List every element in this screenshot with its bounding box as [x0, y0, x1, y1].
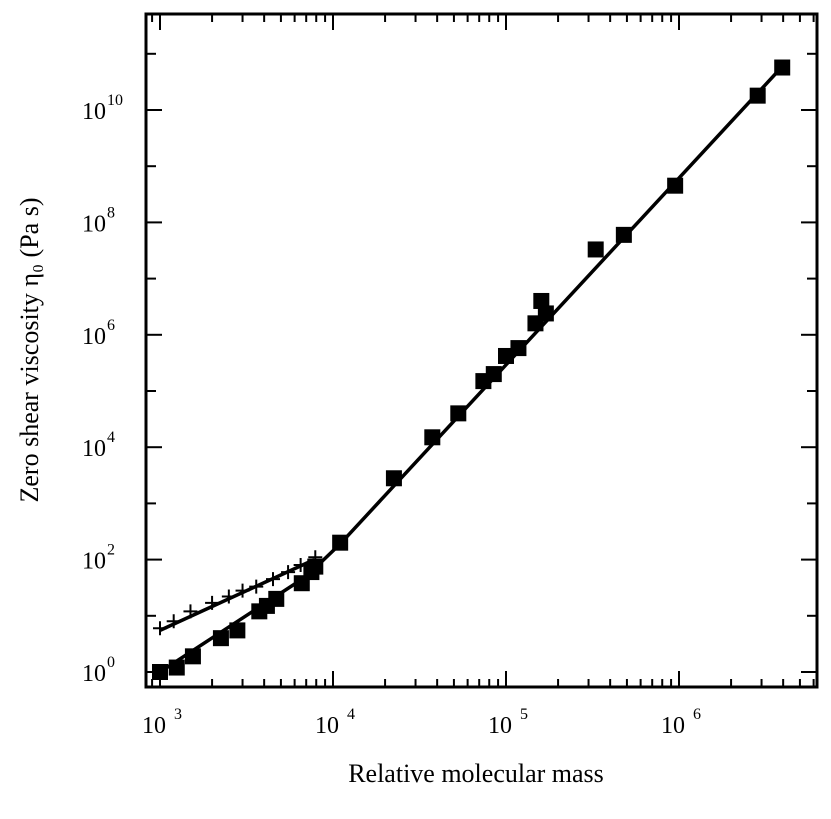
y-tick-label: 10: [82, 99, 106, 125]
y-axis-title: Zero shear viscosity η₀ (Pa s): [15, 198, 44, 503]
y-tick-label-exponent: 0: [107, 654, 115, 671]
axis-ticks: [146, 14, 817, 687]
plus-marker: [221, 589, 236, 604]
y-tick-label-exponent: 6: [107, 317, 115, 334]
y-tick-label-exponent: 4: [107, 429, 115, 446]
plus-marker: [293, 558, 308, 573]
plus-marker: [166, 614, 181, 629]
x-tick-label-exponent: 6: [693, 706, 701, 723]
plus-marker: [235, 583, 250, 598]
y-tick-label: 10: [82, 436, 106, 462]
square-marker: [774, 59, 791, 76]
plus-marker: [153, 621, 167, 636]
square-marker: [510, 340, 527, 357]
y-tick-label: 10: [82, 211, 106, 237]
x-axis-title: Relative molecular mass: [348, 759, 604, 788]
y-tick-label-exponent: 10: [107, 92, 123, 109]
x-tick-label-exponent: 3: [174, 706, 182, 723]
x-tick-label: 10: [142, 713, 166, 739]
data-markers: [152, 59, 791, 680]
y-tick-label-exponent: 8: [107, 204, 115, 221]
y-tick-label-exponent: 2: [107, 542, 115, 559]
plus-marker: [183, 604, 198, 619]
y-tick-label: 10: [82, 549, 106, 575]
square-marker: [307, 558, 324, 575]
plot-area-frame: [144, 12, 819, 689]
y-tick-label: 10: [82, 324, 106, 350]
plus-marker: [205, 595, 220, 610]
x-tick-label: 10: [315, 713, 339, 739]
square-marker: [667, 177, 684, 194]
plus-marker: [281, 565, 296, 580]
square-marker: [749, 87, 766, 104]
square-marker: [152, 664, 168, 680]
square-marker: [268, 590, 285, 607]
square-marker: [615, 226, 632, 243]
square-marker: [533, 292, 550, 309]
x-tick-label-exponent: 4: [347, 706, 355, 723]
square-marker: [184, 648, 201, 665]
fit-lines: [159, 64, 785, 674]
plus-marker: [308, 550, 323, 565]
square-marker: [498, 347, 514, 364]
square-marker: [587, 241, 604, 258]
square-marker: [424, 429, 441, 446]
x-tick-label: 10: [488, 713, 512, 739]
plus-marker: [249, 579, 264, 594]
tick-labels: 10 3 10 4 10 5 10 610 010 210 410 610 810 10: [82, 92, 701, 739]
square-marker: [332, 534, 349, 551]
fit-line: [159, 64, 785, 674]
square-marker: [485, 366, 502, 383]
plus-marker: [266, 572, 281, 587]
square-marker: [229, 622, 246, 639]
y-tick-label: 10: [82, 661, 106, 687]
square-marker: [450, 405, 467, 422]
square-marker: [212, 630, 229, 647]
x-tick-label: 10: [661, 713, 685, 739]
x-tick-label-exponent: 5: [520, 706, 528, 723]
square-marker: [537, 305, 554, 322]
square-marker: [385, 470, 402, 487]
square-marker: [168, 659, 185, 676]
